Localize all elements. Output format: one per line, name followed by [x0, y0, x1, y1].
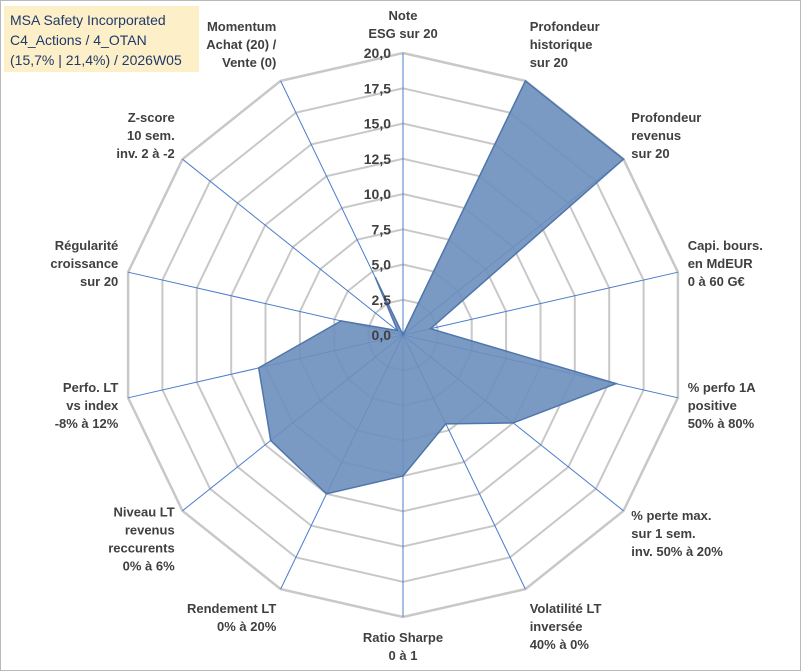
axis-label: Momentum Achat (20) / Vente (0) [206, 19, 276, 70]
axis-label-line: revenus [125, 523, 175, 538]
axis-label-line: Régularité [55, 238, 119, 253]
tick-label: 15,0 [364, 116, 391, 132]
axis-label: Note ESG sur 20 [368, 8, 437, 41]
axis-label: Ratio Sharpe 0 à 1 [363, 630, 443, 663]
data-point [325, 493, 328, 495]
axis-label-line: positive [688, 398, 737, 413]
axis-label-line: 0 à 1 [389, 648, 418, 663]
data-point [445, 423, 447, 425]
axis-label-line: % perfo 1A [688, 380, 757, 395]
axis-label-line: Capi. bours. [688, 238, 763, 253]
axis-label-line: inversée [530, 619, 583, 634]
axis-label-line: Momentum [207, 19, 276, 34]
axis-label: Profondeur revenus sur 20 [631, 110, 701, 161]
radar-tick-labels: 0,0 2,5 5,0 7,5 10,0 12,5 15,0 17,5 20,0 [364, 45, 391, 343]
axis-label-line: Rendement LT [187, 601, 276, 616]
axis-label-line: ESG sur 20 [368, 26, 437, 41]
axis-label-line: 50% à 80% [688, 416, 755, 431]
axis-label-line: Note [389, 8, 418, 23]
tick-label: 5,0 [372, 257, 392, 273]
axis-label-line: reccurents [108, 541, 174, 556]
axis-label-line: historique [530, 37, 593, 52]
axis-label-line: Volatilité LT [530, 601, 602, 616]
axis-label-line: -8% à 12% [55, 416, 119, 431]
tick-label: 20,0 [364, 45, 391, 61]
tick-label: 10,0 [364, 186, 391, 202]
axis-label: Z-score 10 sem. inv. 2 à -2 [116, 110, 174, 161]
tick-label: 2,5 [372, 292, 392, 308]
data-point [615, 382, 617, 385]
data-point [269, 439, 272, 442]
axis-label-line: sur 1 sem. [631, 526, 695, 541]
data-point [396, 329, 399, 332]
axis-label-line: 40% à 0% [530, 637, 590, 652]
axis-label-line: en MdEUR [688, 256, 754, 271]
tick-label: 7,5 [372, 221, 392, 237]
axis-label-line: Niveau LT [114, 505, 175, 520]
axis-label-line: 0 à 60 G€ [688, 274, 745, 289]
data-point [340, 320, 342, 322]
axis-label-line: revenus [631, 128, 681, 143]
axis-label: Profondeur historique sur 20 [530, 19, 600, 70]
title-line-3: (15,7% | 21,4%) / 2026W05 [10, 52, 182, 68]
data-point [402, 334, 404, 336]
data-point [402, 475, 404, 477]
radar-axis-labels: Note ESG sur 20 Profondeur historique sur 20… [50, 8, 762, 663]
axis-label-line: Profondeur [631, 110, 701, 125]
axis-label-line: Profondeur [530, 19, 600, 34]
axis-label-line: Vente (0) [222, 55, 276, 70]
title-line-2: C4_Actions / 4_OTAN [10, 32, 147, 48]
axis-label: Perfo. LT vs index -8% à 12% [55, 380, 119, 431]
axis-label: Capi. bours. en MdEUR 0 à 60 G€ [688, 238, 763, 289]
tick-label: 0,0 [372, 327, 392, 343]
axis-label-line: croissance [50, 256, 118, 271]
data-point [429, 327, 432, 330]
data-point [622, 158, 625, 160]
axis-label-line: sur 20 [631, 146, 669, 161]
axis-label: Rendement LT 0% à 20% [187, 601, 277, 634]
axis-label-line: inv. 2 à -2 [116, 146, 174, 161]
axis-spoke [402, 271, 679, 336]
axis-label: % perte max. sur 1 sem. inv. 50% à 20% [631, 508, 723, 559]
tick-label: 12,5 [364, 151, 391, 167]
axis-label-line: sur 20 [80, 274, 118, 289]
axis-label: Niveau LT revenus reccurents 0% à 6% [108, 505, 175, 574]
axis-label-line: 10 sem. [127, 128, 175, 143]
chart-title-box: MSA Safety Incorporated C4_Actions / 4_O… [4, 6, 199, 72]
data-point [512, 422, 514, 424]
axis-spoke [182, 158, 404, 336]
axis-label: Volatilité LT inversée 40% à 0% [530, 601, 602, 652]
tick-label: 17,5 [364, 80, 391, 96]
data-point [257, 367, 260, 369]
axis-label: % perfo 1A positive 50% à 80% [688, 380, 757, 431]
axis-label: Régularité croissance sur 20 [50, 238, 118, 289]
axis-label-line: Achat (20) / [206, 37, 276, 52]
axis-label-line: Z-score [128, 110, 175, 125]
axis-label-line: 0% à 20% [217, 619, 277, 634]
data-point [524, 80, 527, 82]
axis-label-line: vs index [66, 398, 119, 413]
axis-label-line: 0% à 6% [123, 559, 175, 574]
axis-label-line: Perfo. LT [63, 380, 118, 395]
title-line-1: MSA Safety Incorporated [10, 12, 166, 28]
axis-label-line: % perte max. [631, 508, 711, 523]
radar-series [257, 79, 625, 495]
axis-label-line: sur 20 [530, 55, 568, 70]
data-point [374, 277, 377, 279]
axis-label-line: Ratio Sharpe [363, 630, 443, 645]
axis-label-line: inv. 50% à 20% [631, 544, 723, 559]
